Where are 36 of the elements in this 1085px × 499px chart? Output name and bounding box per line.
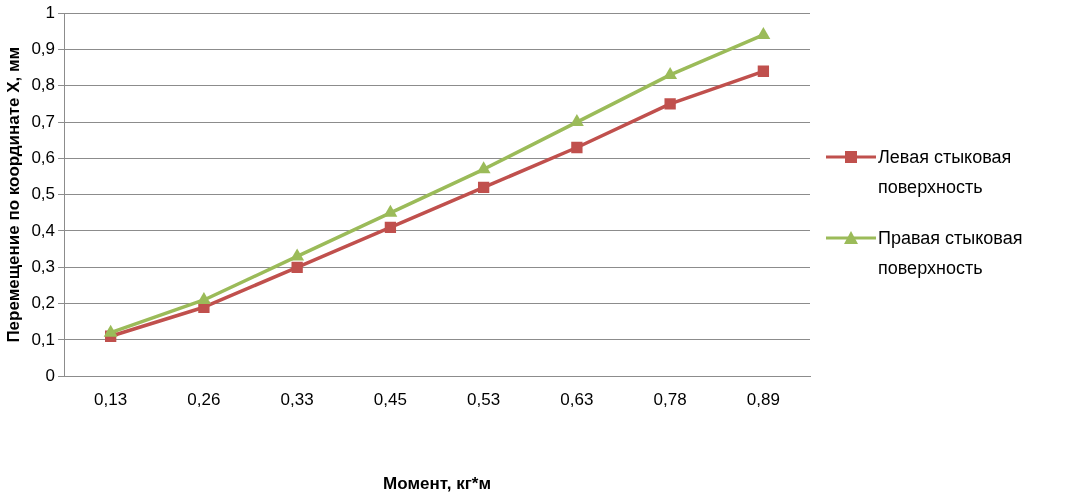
- y-axis-title: Перемещение по координате Х, мм: [3, 46, 23, 343]
- x-tick-label: 0,53: [467, 390, 501, 410]
- point: [756, 26, 771, 39]
- point: [477, 181, 490, 194]
- y-tick-label: 0,7: [31, 111, 56, 131]
- y-tick-label: 0: [45, 365, 56, 385]
- point: [476, 161, 491, 174]
- point: [290, 248, 305, 261]
- x-tick-label: 0,63: [560, 390, 594, 410]
- legend-label: Правая стыковая поверхность: [878, 226, 1024, 280]
- y-tick-label: 0,2: [31, 293, 56, 313]
- x-tick-label: 0,45: [373, 390, 407, 410]
- point: [291, 261, 303, 273]
- x-tick-label: 0,13: [94, 390, 128, 410]
- y-tick-label: 0,5: [31, 184, 56, 204]
- y-tick-label: 0,6: [31, 148, 56, 168]
- y-tick-label: 0,8: [31, 75, 56, 95]
- x-tick-label: 0,78: [653, 390, 687, 410]
- point: [664, 98, 676, 110]
- point: [103, 324, 118, 337]
- point: [196, 291, 211, 304]
- y-tick-label: 0,4: [31, 220, 56, 240]
- point: [571, 141, 583, 154]
- point: [757, 65, 770, 77]
- x-axis-title: Момент, кг*м: [383, 474, 491, 494]
- y-tick-label: 0,1: [31, 329, 56, 349]
- y-tick-label: 0,9: [31, 39, 56, 59]
- point: [383, 204, 398, 217]
- point: [384, 221, 397, 234]
- y-tick-label: 1: [45, 2, 56, 22]
- legend-label: Левая стыковая поверхность: [878, 145, 1013, 199]
- x-tick-label: 0,33: [280, 390, 314, 410]
- x-tick-label: 0,26: [187, 390, 221, 410]
- x-tick-label: 0,89: [746, 390, 780, 410]
- y-tick-label: 0,3: [31, 256, 56, 276]
- point: [663, 66, 678, 79]
